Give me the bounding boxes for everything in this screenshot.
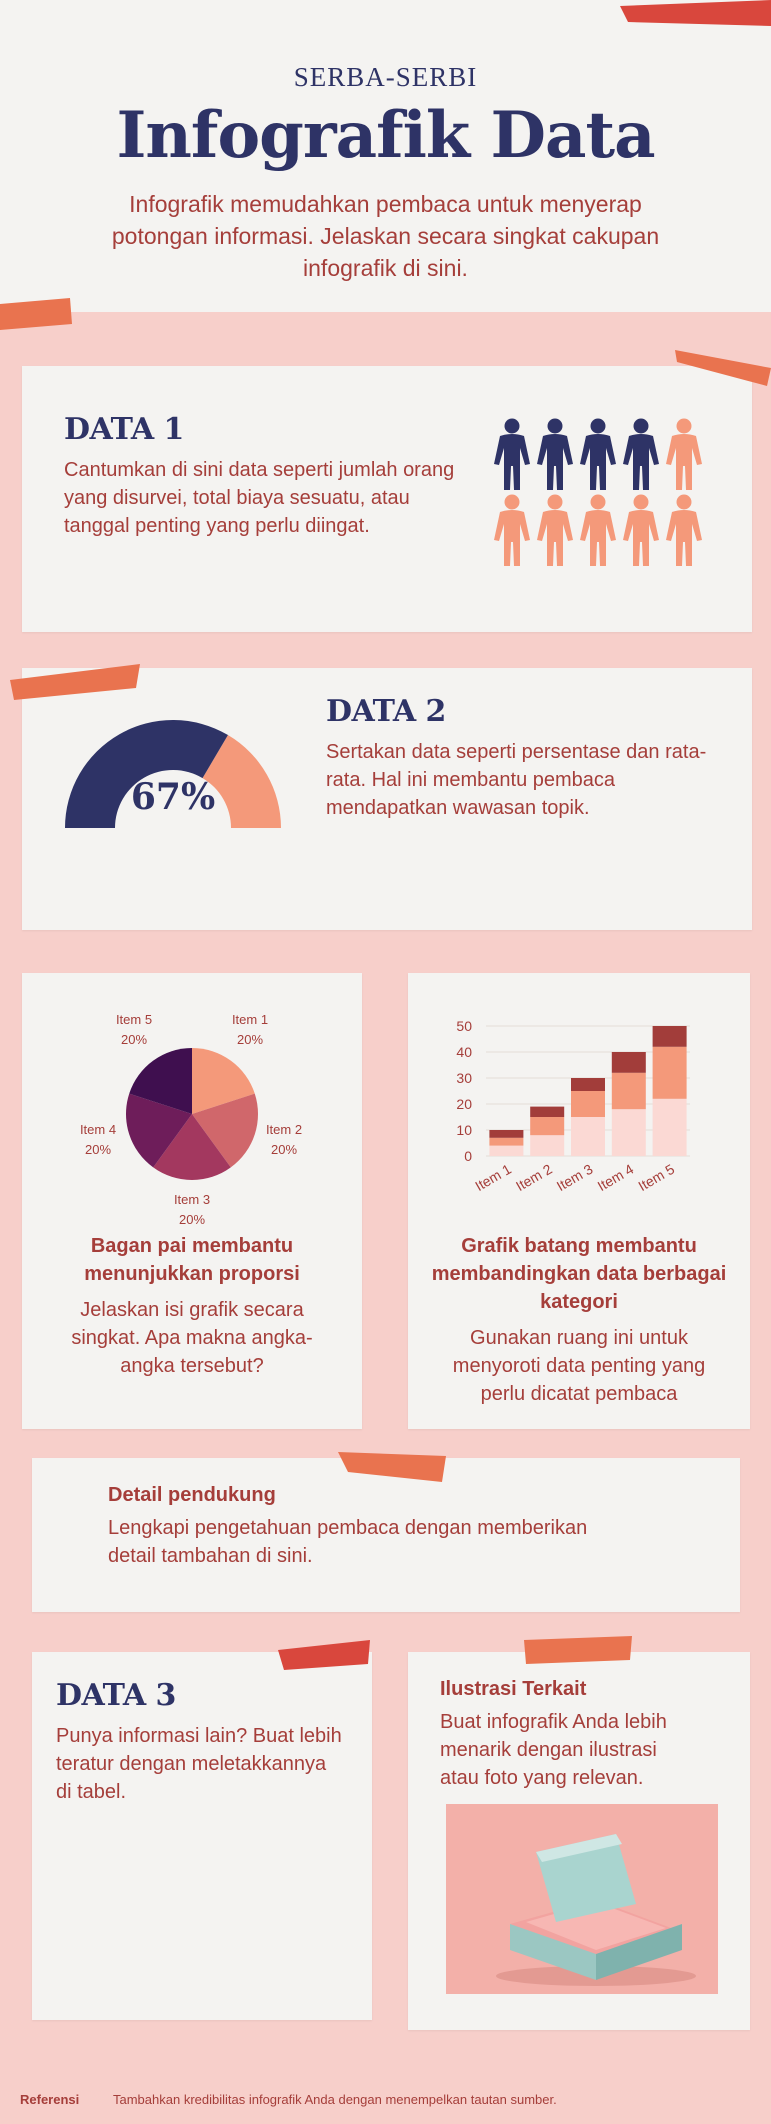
bar-y-tick-label: 20: [456, 1096, 472, 1112]
data1-title: DATA 1: [64, 412, 184, 447]
bar-segment-4-1: [611, 1109, 646, 1156]
bar-segment-4-2: [611, 1072, 646, 1110]
bar-segment-3-3: [571, 1078, 605, 1091]
data1-text: Cantumkan di sini data seperti jumlah or…: [64, 459, 455, 537]
bar-segment-1-2: [489, 1137, 524, 1146]
person-icon: [494, 494, 530, 566]
data1-card: [22, 366, 752, 632]
bar-segment-5-2: [652, 1046, 687, 1099]
page-subtitle: Infografik memudahkan pembaca untuk meny…: [111, 191, 660, 281]
bar-segment-2-2: [530, 1117, 565, 1136]
tape-decoration: [620, 0, 771, 26]
bar-segment-1-3: [489, 1130, 524, 1138]
pie-label-item-4: Item 4 20%: [79, 1122, 117, 1157]
illustration-text: Buat infografik Anda lebih menarik denga…: [440, 1711, 667, 1789]
person-icon: [494, 418, 530, 490]
pie-slice-3: [153, 1114, 231, 1180]
data3-card: [32, 1652, 372, 2020]
bar-segment-3-1: [571, 1117, 605, 1156]
person-icon: [623, 494, 659, 566]
bar-y-tick-label: 30: [456, 1070, 472, 1086]
footer-label: Referensi: [20, 2092, 80, 2107]
open-box-icon: [496, 1834, 696, 1986]
bar-x-tick-label: Item 5: [635, 1161, 677, 1194]
person-icon: [666, 494, 702, 566]
pie-slice-5: [129, 1048, 192, 1114]
pie-chart: [126, 1048, 258, 1180]
bar-segment-5-3: [652, 1026, 687, 1047]
gauge-value: 67%: [130, 776, 216, 818]
bar-y-tick-label: 0: [464, 1148, 472, 1164]
pie-slice-2: [192, 1093, 258, 1168]
person-icon: [580, 418, 616, 490]
pie-card-heading: Bagan pai membantu menunjukkan proporsi: [84, 1235, 300, 1285]
gauge-chart: [65, 720, 281, 828]
header-panel: [0, 0, 771, 312]
support-title: Detail pendukung: [108, 1484, 276, 1506]
tape-decoration: [278, 1640, 370, 1670]
tape-decoration: [338, 1452, 446, 1482]
bar-segment-5-1: [652, 1098, 687, 1156]
bar-segment-1-1: [489, 1145, 524, 1156]
illustration-title: Ilustrasi Terkait: [440, 1678, 587, 1700]
pie-slice-1: [192, 1048, 255, 1114]
pie-label-item-3: Item 3 20%: [173, 1192, 211, 1227]
footer-text: Tambahkan kredibilitas infografik Anda d…: [113, 2092, 557, 2107]
pie-label-item-2: Item 2 20%: [265, 1122, 303, 1157]
person-icon: [537, 418, 573, 490]
bar-x-tick-label: Item 2: [513, 1161, 555, 1194]
bar-card: [408, 973, 750, 1429]
data3-text: Punya informasi lain? Buat lebih teratur…: [56, 1725, 342, 1803]
data2-title: DATA 2: [326, 694, 446, 729]
person-icon: [537, 494, 573, 566]
header-kicker: SERBA-SERBI: [293, 62, 478, 92]
bar-segment-4-3: [611, 1052, 646, 1073]
gauge-remaining: [202, 735, 281, 828]
data3-title: DATA 3: [56, 1678, 176, 1713]
bar-segment-2-1: [530, 1135, 565, 1156]
person-icon: [666, 418, 702, 490]
pie-label-item-5: Item 5 20%: [115, 1012, 153, 1047]
bar-segment-2-3: [530, 1106, 565, 1117]
bar-card-text: Gunakan ruang ini untuk menyoroti data p…: [452, 1327, 706, 1405]
bar-y-tick-label: 40: [456, 1044, 472, 1060]
bar-card-heading: Grafik batang membantu membandingkan dat…: [431, 1235, 727, 1313]
bar-x-tick-label: Item 3: [554, 1161, 596, 1194]
tape-decoration: [675, 350, 771, 386]
tape-decoration: [0, 298, 72, 330]
support-card: [32, 1458, 740, 1612]
box-illustration: [446, 1804, 718, 1994]
pie-slice-4: [126, 1093, 192, 1168]
gauge-filled: [65, 720, 228, 828]
bar-segment-3-2: [571, 1091, 605, 1117]
person-icon: [623, 418, 659, 490]
bar-x-tick-label: Item 1: [472, 1161, 514, 1194]
person-icon: [580, 494, 616, 566]
bar-x-tick-label: Item 4: [595, 1161, 637, 1194]
tape-decoration: [10, 664, 140, 700]
data2-card: [22, 668, 752, 930]
data2-text: Sertakan data seperti persentase dan rat…: [326, 741, 707, 819]
bar-chart: 0 10 20 30 40 50 Item 1 Item 2 Item 3 Item 4 Item…: [456, 1018, 690, 1194]
page-title: Infografik Data: [116, 98, 655, 173]
torn-edge: [0, 290, 771, 312]
pie-card-text: Jelaskan isi grafik secara singkat. Apa …: [71, 1299, 313, 1377]
tape-decoration: [524, 1636, 632, 1664]
support-text: Lengkapi pengetahuan pembaca dengan memb…: [108, 1517, 588, 1567]
bar-y-tick-label: 50: [456, 1018, 472, 1034]
bar-y-tick-label: 10: [456, 1122, 472, 1138]
pie-label-item-1: Item 1 20%: [231, 1012, 269, 1047]
